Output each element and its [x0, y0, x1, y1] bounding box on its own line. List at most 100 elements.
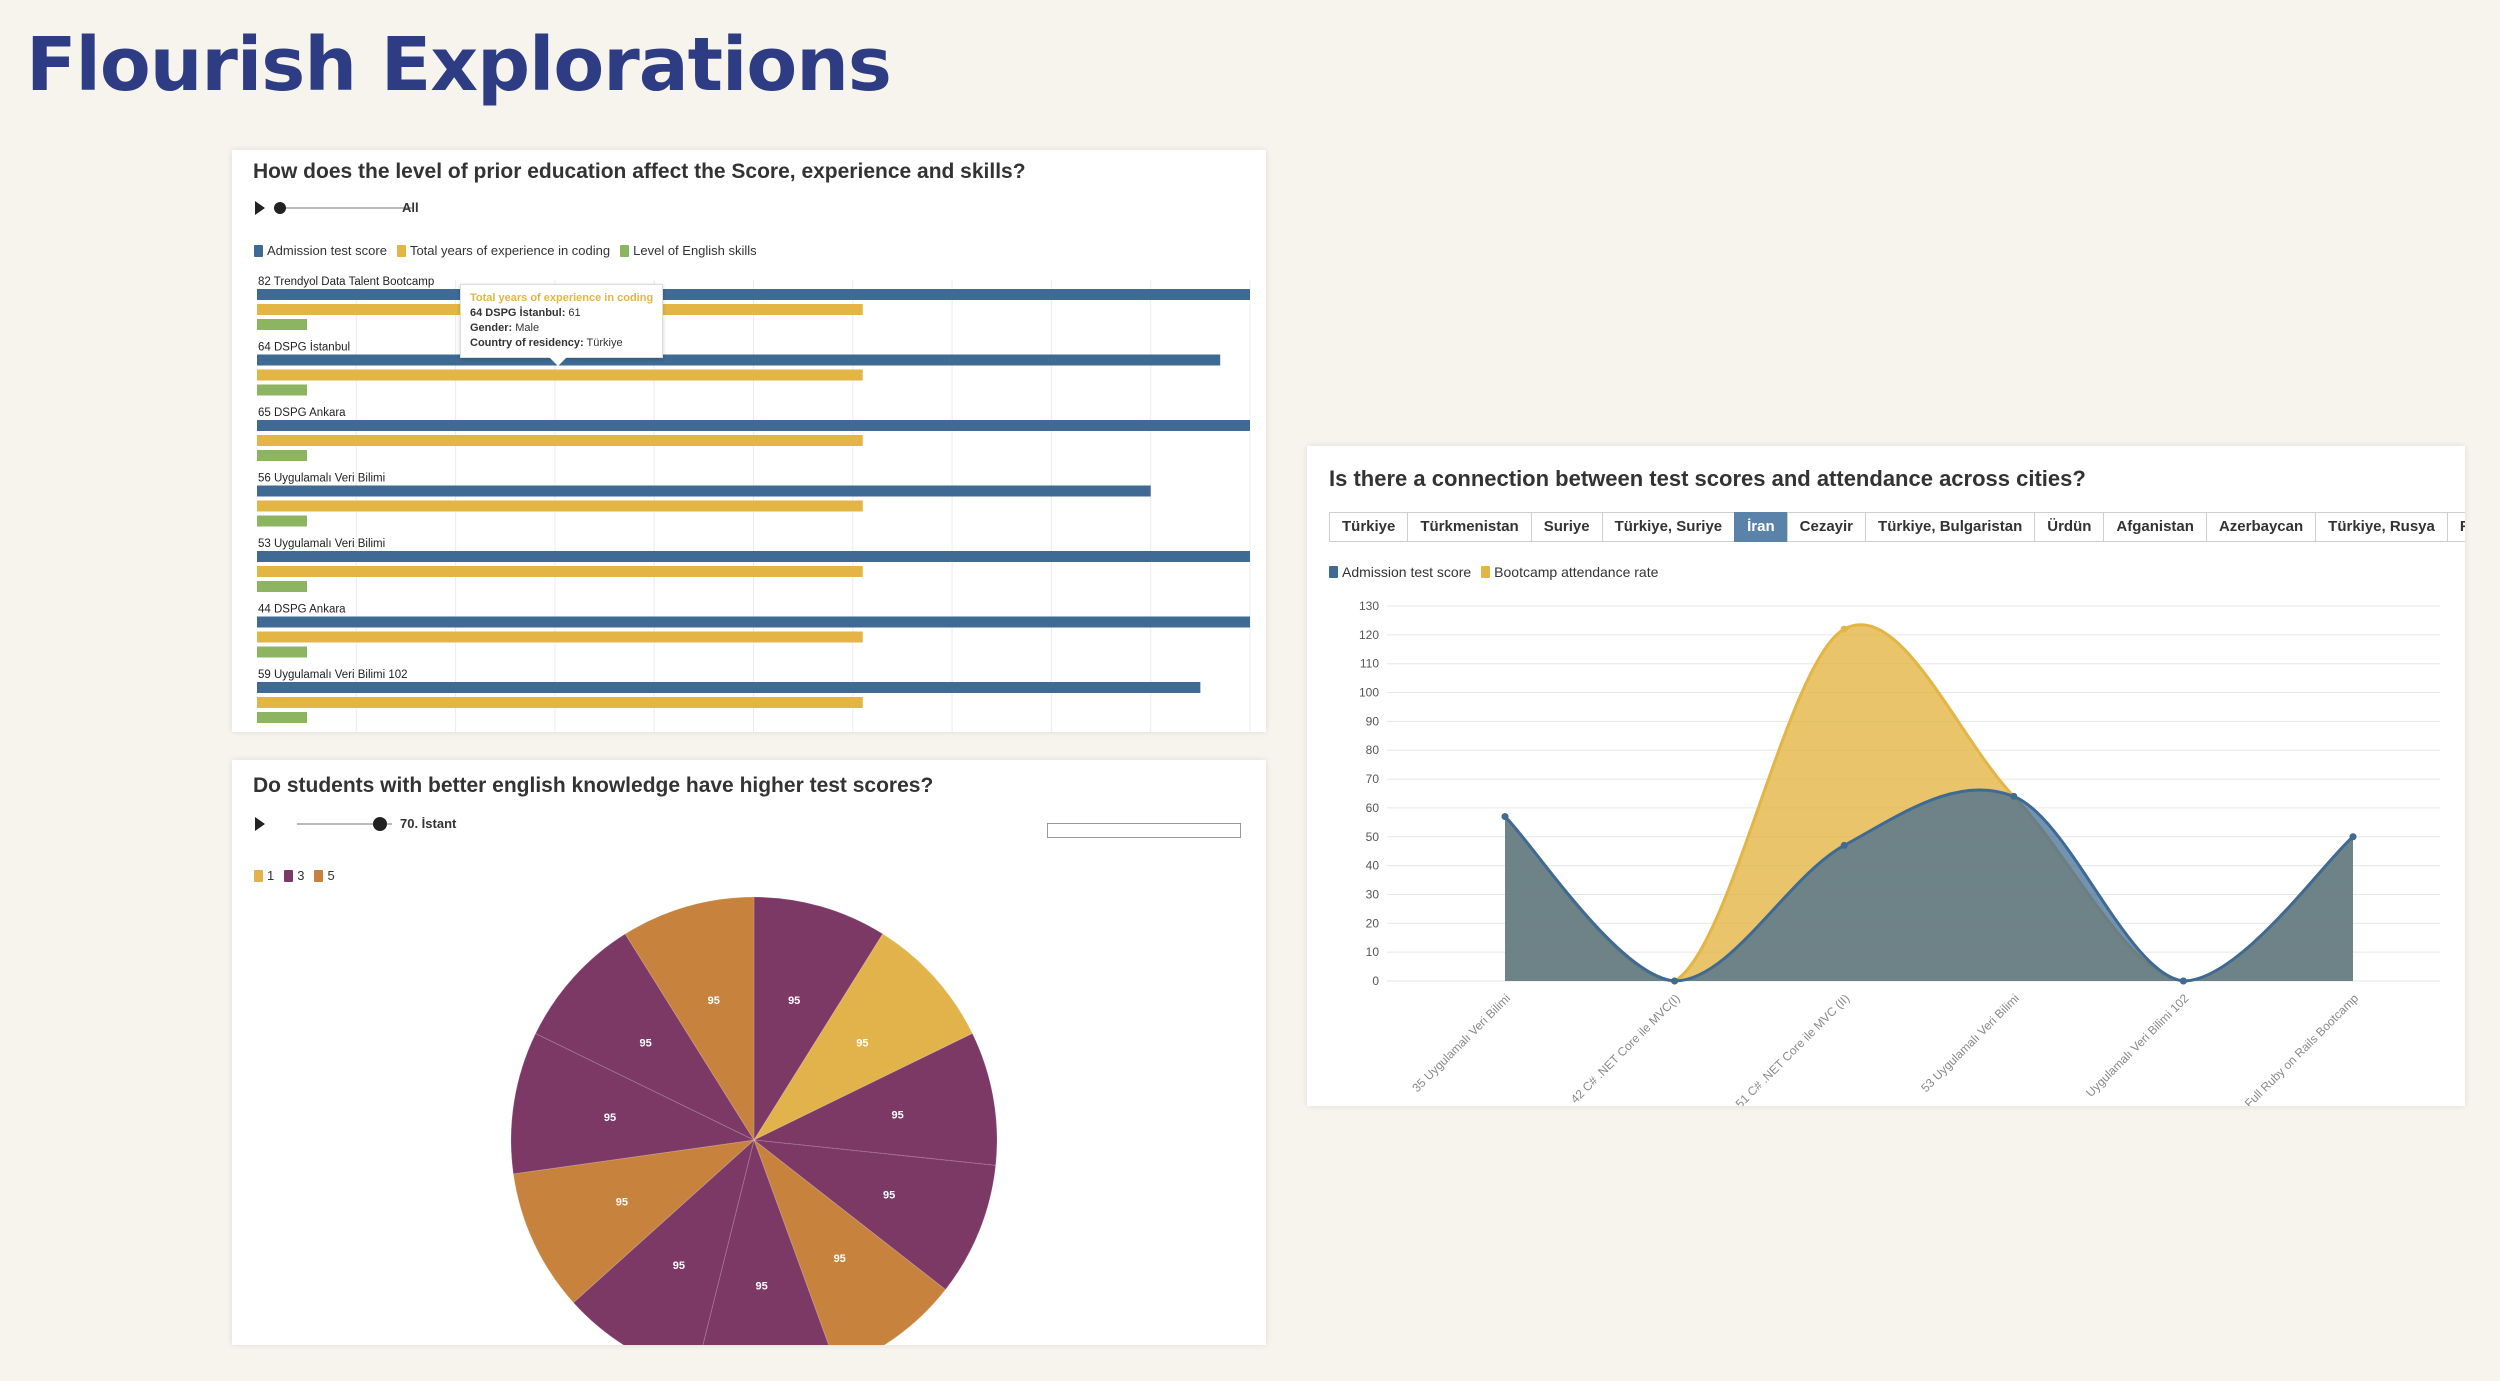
series-line[interactable]: [1503, 788, 2354, 983]
y-tick-label: 60: [1366, 801, 1380, 815]
pie-chart-slider[interactable]: [252, 812, 492, 836]
bar-level-of-english-skills[interactable]: [257, 450, 307, 461]
category-label: 65 DSPG Ankara: [258, 407, 346, 419]
tooltip-title: Total years of experience in coding: [470, 292, 654, 304]
bar-total-years-of-experience-in-coding[interactable]: [257, 631, 863, 643]
bar-chart-slider[interactable]: [252, 196, 492, 220]
legend-item[interactable]: 1: [254, 868, 274, 883]
tab-country[interactable]: İran: [1734, 512, 1788, 542]
bar-admission-test-score[interactable]: [257, 682, 1201, 693]
pie-slice-label: 95: [673, 1260, 685, 1272]
pie-chart-panel: Do students with better english knowledg…: [232, 760, 1266, 1345]
legend-item[interactable]: Level of English skills: [620, 243, 757, 258]
y-tick-label: 110: [1360, 657, 1379, 671]
slider-label: All: [402, 200, 419, 215]
pie-slice[interactable]: [624, 896, 755, 1142]
pie-slice[interactable]: [695, 1138, 837, 1345]
pie-slice-label: 95: [640, 1037, 652, 1049]
y-tick-label: 20: [1366, 916, 1380, 930]
category-label: 64 DSPG İstanbul: [258, 341, 350, 354]
pie-slice[interactable]: [752, 1138, 947, 1345]
data-point[interactable]: [2349, 833, 2357, 841]
legend-item[interactable]: 5: [314, 868, 335, 883]
y-tick-label: 10: [1366, 945, 1380, 959]
slider-handle[interactable]: [373, 817, 387, 831]
bar-admission-test-score[interactable]: [257, 616, 1250, 628]
tooltip-line-1: 64 DSPG İstanbul: 61: [470, 307, 581, 319]
pie-chart-svg: 95 95 95 95 95 95 95 95 95 95 95: [510, 896, 998, 1345]
bar-admission-test-score[interactable]: [257, 354, 1221, 366]
legend-item[interactable]: 3: [284, 868, 304, 883]
legend-item[interactable]: Bootcamp attendance rate: [1481, 564, 1658, 580]
bar-level-of-english-skills[interactable]: [257, 712, 307, 723]
category-label: 82 Trendyol Data Talent Bootcamp: [258, 276, 434, 288]
category-label: 44 DSPG Ankara: [258, 604, 346, 616]
play-icon[interactable]: [255, 201, 265, 215]
play-icon[interactable]: [255, 817, 265, 831]
data-point[interactable]: [1840, 841, 1848, 849]
data-point[interactable]: [1671, 977, 1679, 985]
bar-total-years-of-experience-in-coding[interactable]: [257, 369, 863, 381]
data-point[interactable]: [1840, 625, 1848, 633]
pie-slice[interactable]: [753, 896, 884, 1142]
tab-country[interactable]: Ürdün: [2034, 512, 2105, 542]
category-label: 59 Uygulamalı Veri Bilimi 102: [258, 669, 408, 681]
legend-label: Admission test score: [1342, 564, 1472, 580]
legend-item[interactable]: Admission test score: [254, 243, 387, 258]
legend-item[interactable]: Total years of experience in coding: [396, 243, 610, 258]
slider-handle[interactable]: [274, 202, 286, 214]
pie-slice-label: 95: [604, 1112, 616, 1124]
bar-level-of-english-skills[interactable]: [257, 515, 307, 527]
bar-total-years-of-experience-in-coding[interactable]: [257, 500, 863, 512]
x-tick-label: 35 Uygulamalı Veri Bilimi: [1409, 991, 1513, 1095]
pie-slice[interactable]: [572, 1138, 755, 1345]
pie-slice-label: 95: [891, 1110, 903, 1122]
area-legend: Admission test score Bootcamp attendance …: [1329, 564, 1668, 580]
bar-level-of-english-skills[interactable]: [257, 384, 307, 396]
bar-admission-test-score[interactable]: [257, 420, 1250, 431]
slider-label: 70. İstant: [400, 816, 457, 831]
bar-admission-test-score[interactable]: [257, 289, 1250, 300]
tab-country[interactable]: Türkiye, Bulgaristan: [1865, 512, 2036, 542]
page-title: Flourish Explorations: [26, 22, 892, 108]
tab-country[interactable]: Suriye: [1530, 512, 1603, 542]
bar-level-of-english-skills[interactable]: [257, 646, 307, 658]
legend-label: 1: [267, 868, 275, 883]
x-tick-label: 42 C# .NET Core ile MVC(I): [1568, 991, 1683, 1106]
legend-item[interactable]: Admission test score: [1329, 564, 1471, 580]
tab-country[interactable]: Türkiye, Rusya: [2315, 512, 2448, 542]
bar-total-years-of-experience-in-coding[interactable]: [257, 566, 863, 577]
tab-country[interactable]: Türkiye, Suriye: [1601, 512, 1736, 542]
data-point[interactable]: [2010, 792, 2018, 800]
pie-slice[interactable]: [752, 933, 974, 1142]
pie-slice-label: 95: [708, 995, 720, 1007]
bar-total-years-of-experience-in-coding[interactable]: [257, 435, 863, 446]
y-tick-label: 130: [1359, 599, 1379, 613]
pie-slice[interactable]: [752, 1139, 997, 1291]
y-tick-label: 40: [1366, 859, 1380, 873]
tab-country[interactable]: Afganistan: [2103, 512, 2207, 542]
bar-level-of-english-skills[interactable]: [257, 581, 307, 592]
bar-level-of-english-skills[interactable]: [257, 319, 307, 330]
tab-country[interactable]: Türkiye: [1329, 512, 1409, 542]
search-input[interactable]: [1047, 823, 1241, 838]
data-point[interactable]: [2179, 977, 2187, 985]
pie-slice[interactable]: [512, 1139, 756, 1304]
bar-admission-test-score[interactable]: [257, 485, 1151, 497]
legend-swatch: [1329, 566, 1338, 578]
data-point[interactable]: [1501, 813, 1509, 821]
pie-slice-label: 95: [756, 1281, 768, 1293]
y-tick-label: 80: [1366, 743, 1380, 757]
bar-total-years-of-experience-in-coding[interactable]: [257, 697, 863, 708]
tab-country[interactable]: Filistin: [2446, 512, 2465, 542]
y-tick-label: 50: [1366, 830, 1380, 844]
pie-slice[interactable]: [510, 1032, 756, 1175]
area-chart-title: Is there a connection between test score…: [1329, 466, 2086, 491]
bar-admission-test-score[interactable]: [257, 551, 1250, 562]
pie-slice-label: 95: [616, 1197, 628, 1209]
tab-country[interactable]: Azerbaycan: [2205, 512, 2317, 542]
tab-country[interactable]: Cezayir: [1786, 512, 1867, 542]
pie-slice[interactable]: [534, 933, 756, 1142]
x-tick-label: Full Ruby on Rails Bootcamp: [2242, 991, 2362, 1106]
pie-slice[interactable]: [752, 1032, 998, 1166]
